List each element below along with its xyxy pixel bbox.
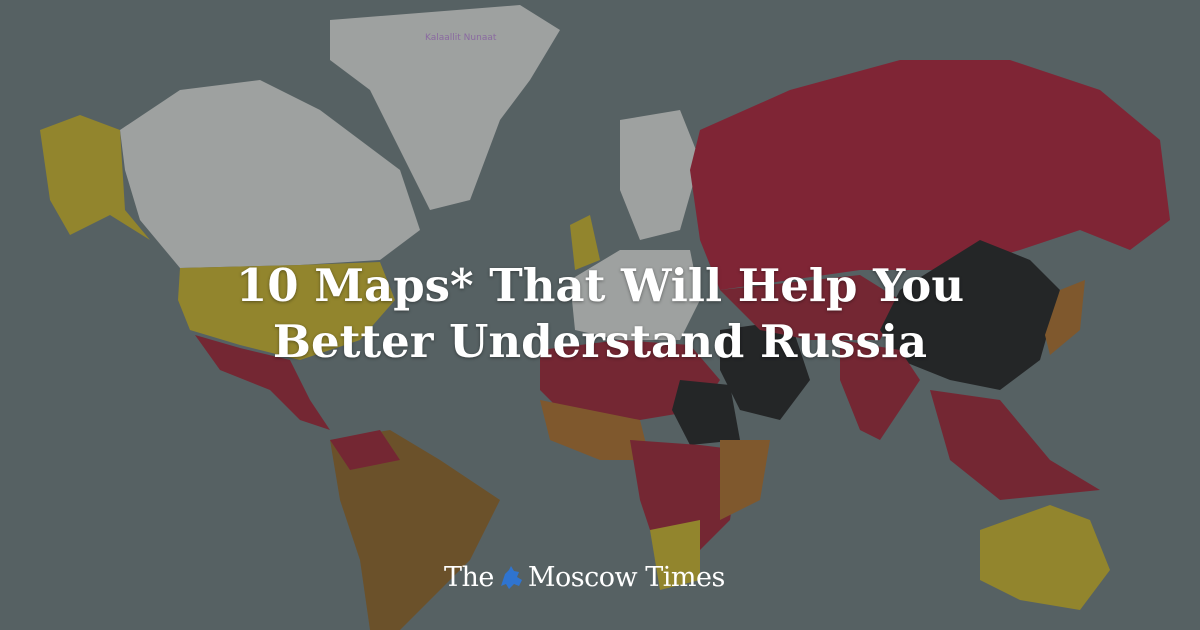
map-place-label: Kalaallit Nunaat bbox=[425, 33, 497, 43]
region-russia bbox=[690, 60, 1170, 290]
region-canada bbox=[120, 80, 420, 268]
region-venezuela bbox=[330, 430, 400, 470]
region-southern-africa bbox=[650, 520, 700, 590]
region-alaska bbox=[40, 115, 150, 240]
st-george-emblem-icon bbox=[500, 565, 522, 589]
region-australia bbox=[980, 505, 1110, 610]
headline-line-2: Better Understand Russia bbox=[272, 315, 928, 368]
region-uk bbox=[570, 215, 600, 270]
region-south-america bbox=[330, 430, 500, 630]
region-china bbox=[880, 240, 1060, 390]
region-sudan bbox=[672, 380, 740, 445]
brand-logo: The Moscow Times bbox=[444, 562, 725, 593]
region-africa-east bbox=[720, 440, 770, 520]
region-usa bbox=[178, 262, 395, 360]
headline-line-1: 10 Maps* That Will Help You bbox=[235, 259, 965, 312]
region-central-asia bbox=[720, 275, 900, 340]
region-scandinavia bbox=[620, 110, 700, 240]
brand-name-right: Moscow Times bbox=[527, 562, 725, 593]
headline: 10 Maps* That Will Help You Better Under… bbox=[0, 258, 1200, 370]
region-africa-west bbox=[540, 400, 650, 460]
region-southeast-asia bbox=[930, 390, 1100, 500]
region-india bbox=[840, 340, 920, 440]
region-middle-east bbox=[720, 320, 810, 420]
brand-name-left: The bbox=[444, 562, 494, 593]
region-greenland bbox=[330, 5, 560, 210]
region-mexico bbox=[195, 335, 330, 430]
region-japan bbox=[1045, 280, 1085, 355]
region-europe bbox=[570, 250, 700, 340]
